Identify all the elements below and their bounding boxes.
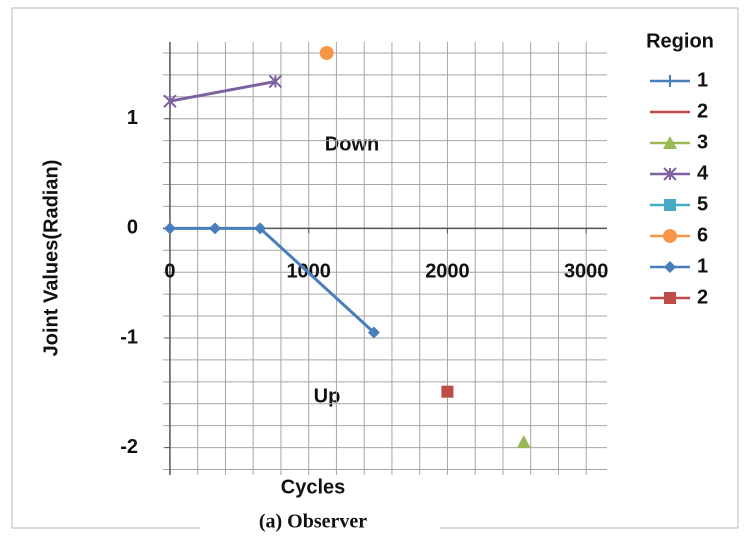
legend-label: 1 [697, 255, 708, 277]
y-tick-label: -1 [120, 326, 138, 348]
legend-marker [664, 261, 676, 273]
caption: (a) Observer [259, 511, 367, 533]
legend-marker [663, 136, 677, 149]
y-tick-label: 0 [127, 217, 138, 239]
point [209, 222, 222, 235]
legend-label: 1 [697, 69, 708, 91]
point [254, 222, 267, 235]
x-axis-label: Cycles [281, 476, 346, 498]
legend-marker [664, 292, 676, 304]
legend-marker [664, 199, 676, 211]
point [516, 435, 531, 449]
legend-label: 2 [697, 286, 708, 308]
point [367, 326, 380, 339]
series-line [169, 226, 375, 334]
annotation: Up [314, 385, 341, 407]
point [268, 74, 283, 89]
legend-marker [663, 167, 677, 181]
x-tick-label: 2000 [425, 261, 470, 283]
legend-label: 6 [697, 224, 708, 246]
point [163, 222, 176, 235]
point [441, 385, 454, 398]
series-line [169, 79, 276, 103]
x-tick-label: 0 [164, 261, 175, 283]
y-tick-label: -2 [120, 436, 138, 458]
legend-label: 2 [697, 100, 708, 122]
caption-bg [200, 508, 440, 538]
y-tick-label: 1 [127, 107, 138, 129]
legend-label: 4 [697, 162, 709, 184]
y-axis-label: Joint Values(Radian) [40, 160, 62, 357]
point [163, 94, 177, 108]
x-tick-label: 3000 [564, 261, 609, 283]
annotation: Down [325, 133, 379, 155]
legend-label: 3 [697, 131, 708, 153]
point [319, 45, 334, 60]
legend-marker [663, 229, 677, 243]
grid [163, 42, 607, 475]
legend-marker [664, 75, 676, 87]
legend-title: Region [646, 30, 714, 52]
legend-label: 5 [697, 193, 708, 215]
